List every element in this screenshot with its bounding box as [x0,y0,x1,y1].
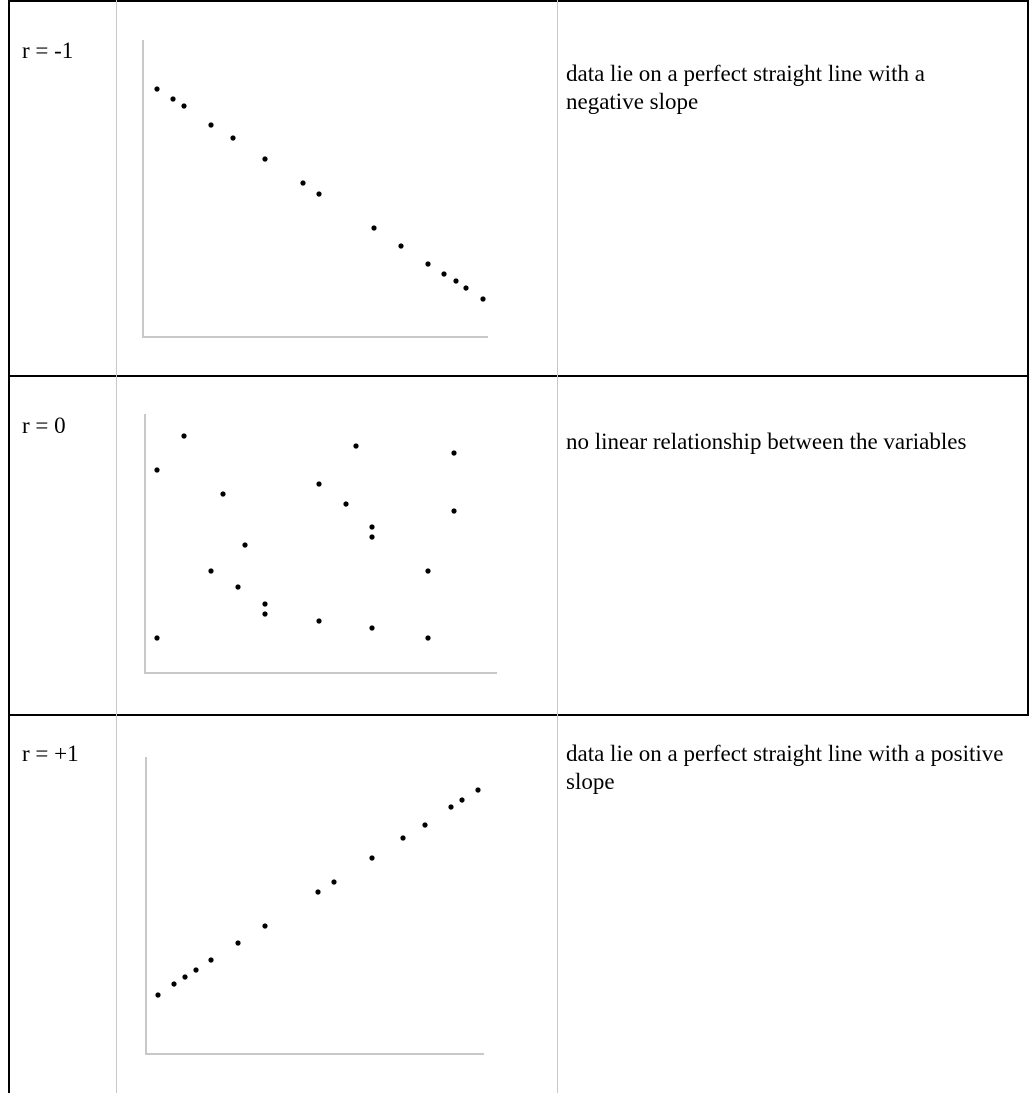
data-point [181,103,187,109]
row-divider-1 [8,375,1029,377]
row-description-positive: data lie on a perfect straight line with… [566,741,1004,794]
data-point [371,225,377,231]
row-description-negative: data lie on a perfect straight line with… [566,61,925,114]
data-point [353,443,359,449]
data-point [220,491,226,497]
row-label-r-minus-1: r = -1 [22,38,74,63]
table-border-left [8,0,10,1093]
data-point [315,889,321,895]
data-point [475,787,481,793]
data-point [331,879,337,885]
data-point [453,278,459,284]
data-point [400,835,406,841]
data-point [316,481,322,487]
data-point [235,584,241,590]
data-point [369,534,375,540]
row-label-r-0: r = 0 [22,413,66,438]
data-point [193,967,199,973]
data-point [262,611,268,617]
data-point [425,261,431,267]
data-point [155,992,161,998]
data-point [463,285,469,291]
data-point [235,940,241,946]
scatter-plot-none [144,414,497,674]
data-point [171,981,177,987]
data-point [425,568,431,574]
data-point [316,618,322,624]
data-point [262,923,268,929]
data-point [208,957,214,963]
data-point [448,804,454,810]
data-point [369,625,375,631]
data-point [425,635,431,641]
data-point [230,135,236,141]
data-point [262,156,268,162]
scatter-plot-negative [142,40,488,338]
column-divider-2 [557,0,558,1093]
data-point [154,86,160,92]
data-point [300,180,306,186]
row-divider-2 [8,714,1029,716]
data-point [154,467,160,473]
data-point [182,974,188,980]
data-point [316,191,322,197]
data-point [422,822,428,828]
data-point [480,296,486,302]
data-point [154,635,160,641]
data-point [208,568,214,574]
data-point [441,271,447,277]
data-point [369,524,375,530]
data-point [369,855,375,861]
data-point [242,542,248,548]
table-border-top [8,0,1029,2]
data-point [181,433,187,439]
column-divider-1 [116,0,117,1093]
data-point [262,601,268,607]
data-point [451,508,457,514]
data-point [459,797,465,803]
table-border-right [1027,0,1029,716]
scatter-plot-positive [145,757,484,1055]
row-description-none: no linear relationship between the varia… [566,429,967,454]
row-label-r-plus-1: r = +1 [22,741,79,766]
data-point [398,243,404,249]
data-point [170,96,176,102]
data-point [343,501,349,507]
data-point [208,122,214,128]
data-point [451,450,457,456]
